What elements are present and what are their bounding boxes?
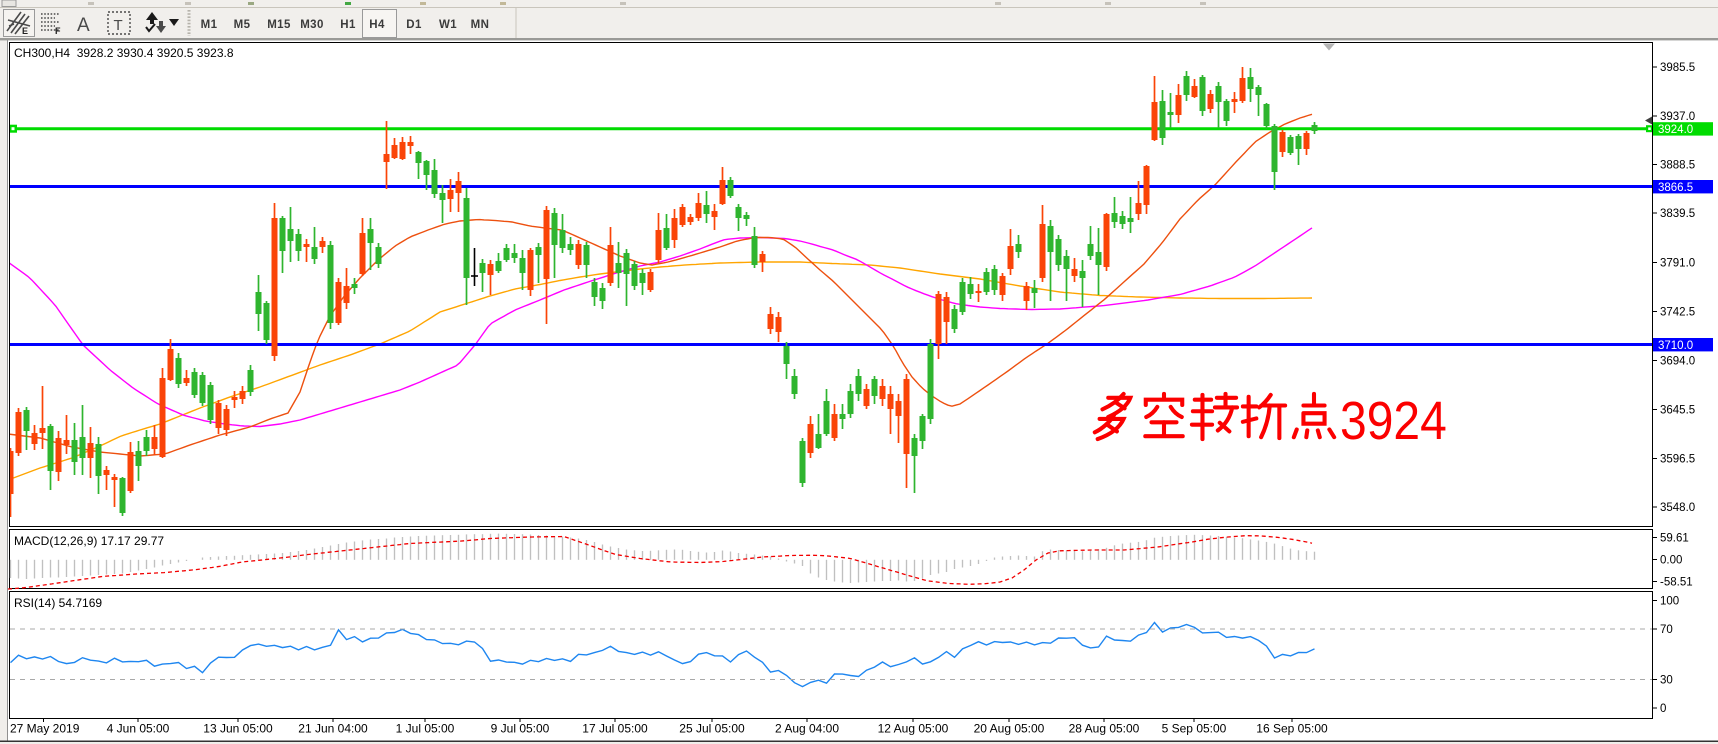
svg-text:E: E (22, 26, 28, 36)
svg-text:3924.0: 3924.0 (1658, 124, 1693, 136)
svg-text:3645.5: 3645.5 (1660, 405, 1695, 417)
svg-text:T: T (114, 17, 123, 34)
svg-text:5 Sep 05:00: 5 Sep 05:00 (1162, 722, 1227, 736)
svg-text:3710.0: 3710.0 (1658, 340, 1693, 352)
svg-text:RSI(14) 54.7169: RSI(14) 54.7169 (14, 596, 102, 610)
svg-text:3924: 3924 (1340, 390, 1447, 450)
svg-text:9 Jul 05:00: 9 Jul 05:00 (491, 722, 550, 736)
svg-text:F: F (55, 26, 61, 36)
svg-text:MACD(12,26,9) 17.17 29.77: MACD(12,26,9) 17.17 29.77 (14, 534, 164, 548)
svg-text:W1: W1 (439, 19, 457, 31)
svg-text:M15: M15 (267, 19, 291, 31)
svg-text:70: 70 (1660, 624, 1673, 636)
svg-text:M30: M30 (300, 19, 324, 31)
svg-text:12 Aug 05:00: 12 Aug 05:00 (878, 722, 949, 736)
svg-text:3742.5: 3742.5 (1660, 307, 1695, 319)
svg-text:4 Jun 05:00: 4 Jun 05:00 (107, 722, 170, 736)
svg-text:CH300,H4 3928.2 3930.4 3920.5: CH300,H4 3928.2 3930.4 3920.5 3923.8 (14, 46, 234, 60)
svg-text:3596.5: 3596.5 (1660, 454, 1695, 466)
svg-text:27 May 2019: 27 May 2019 (10, 722, 80, 736)
svg-text:3548.0: 3548.0 (1660, 502, 1695, 514)
svg-text:17 Jul 05:00: 17 Jul 05:00 (582, 722, 648, 736)
svg-text:H4: H4 (369, 19, 385, 31)
svg-text:M1: M1 (201, 19, 218, 31)
svg-text:D1: D1 (406, 19, 422, 31)
svg-text:1 Jul 05:00: 1 Jul 05:00 (396, 722, 455, 736)
svg-text:13 Jun 05:00: 13 Jun 05:00 (203, 722, 273, 736)
svg-text:3937.0: 3937.0 (1660, 111, 1695, 123)
svg-text:59.61: 59.61 (1660, 533, 1689, 545)
svg-text:A: A (77, 15, 90, 36)
svg-text:3839.5: 3839.5 (1660, 208, 1695, 220)
svg-text:20 Aug 05:00: 20 Aug 05:00 (974, 722, 1045, 736)
svg-text:2 Aug 04:00: 2 Aug 04:00 (775, 722, 839, 736)
svg-text:3985.5: 3985.5 (1660, 62, 1695, 74)
svg-text:3791.0: 3791.0 (1660, 258, 1695, 270)
svg-text:0: 0 (1660, 703, 1666, 715)
svg-text:H1: H1 (340, 19, 356, 31)
svg-text:16 Sep 05:00: 16 Sep 05:00 (1256, 722, 1328, 736)
svg-text:25 Jul 05:00: 25 Jul 05:00 (679, 722, 745, 736)
svg-text:100: 100 (1660, 596, 1679, 608)
svg-text:3866.5: 3866.5 (1658, 182, 1693, 194)
svg-text:3694.0: 3694.0 (1660, 356, 1695, 368)
svg-text:30: 30 (1660, 675, 1673, 687)
svg-text:M5: M5 (234, 19, 251, 31)
svg-text:-58.51: -58.51 (1660, 577, 1693, 589)
svg-text:MN: MN (471, 19, 490, 31)
svg-text:0.00: 0.00 (1660, 555, 1682, 567)
svg-text:3888.5: 3888.5 (1660, 160, 1695, 172)
svg-text:21 Jun 04:00: 21 Jun 04:00 (298, 722, 368, 736)
svg-text:28 Aug 05:00: 28 Aug 05:00 (1069, 722, 1140, 736)
